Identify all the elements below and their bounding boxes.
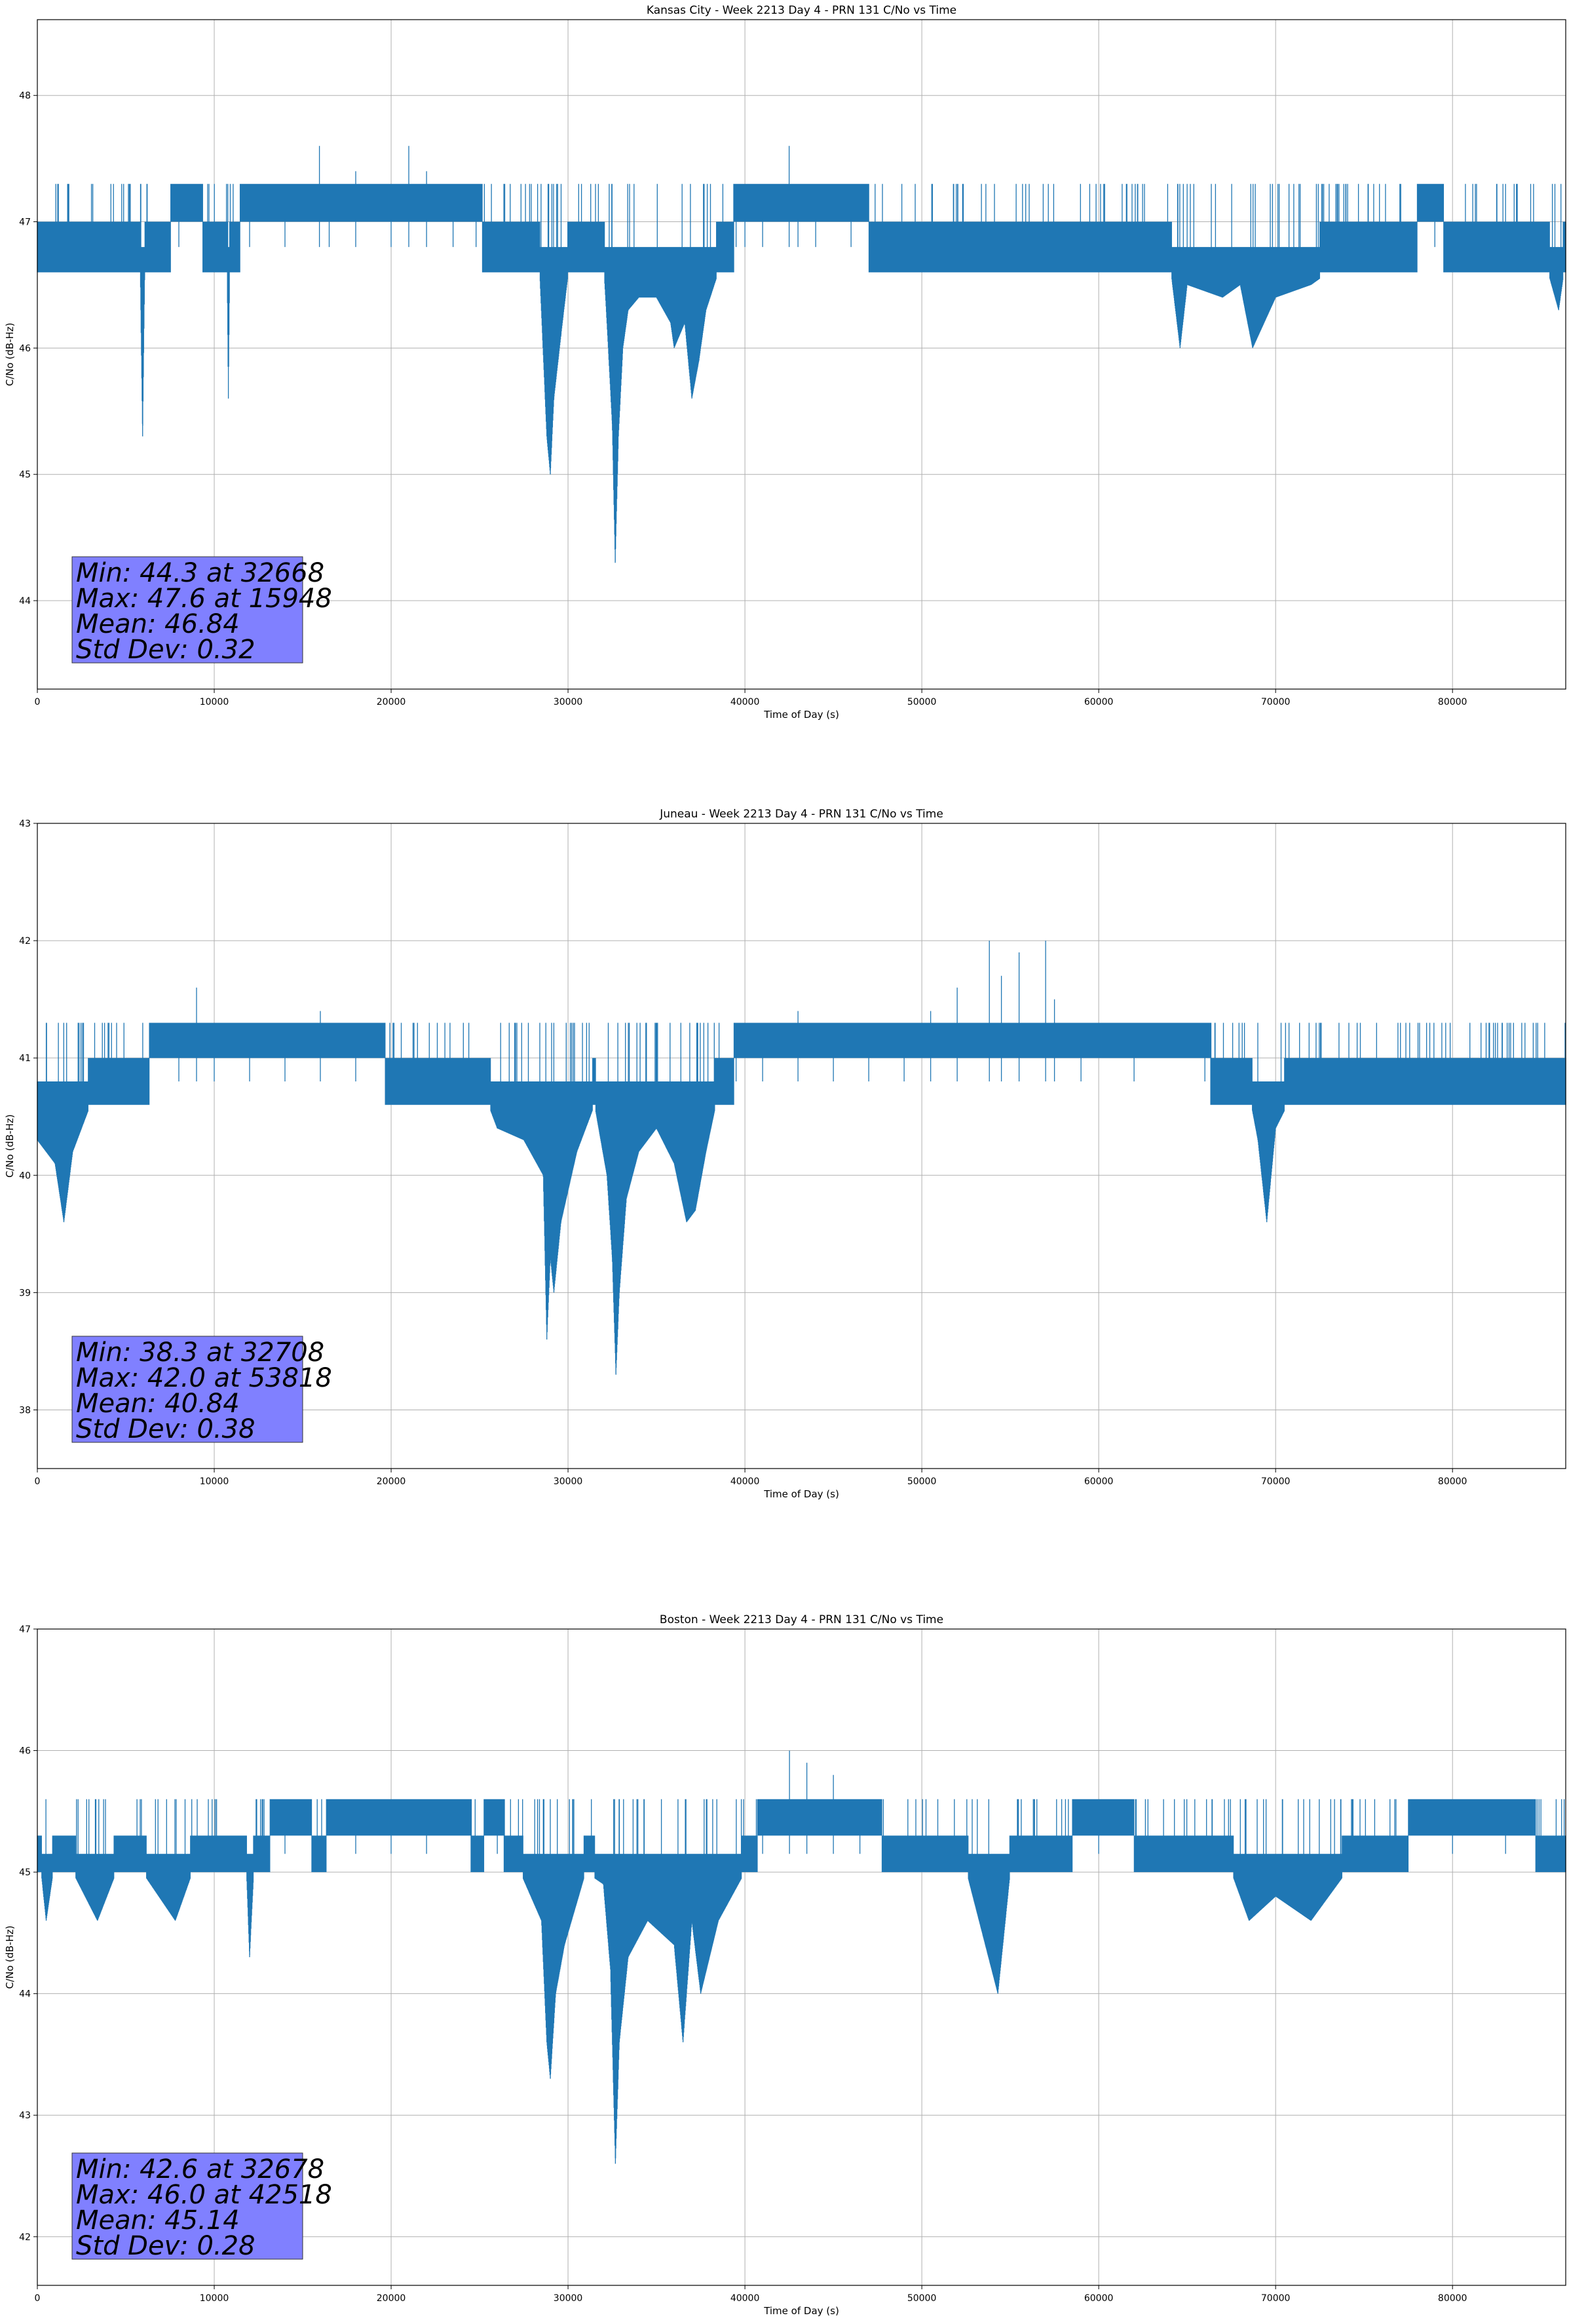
- plot-frame: [37, 823, 1566, 1469]
- x-axis-label: Time of Day (s): [763, 1488, 839, 1500]
- stats-line: Mean: 40.84: [76, 1389, 240, 1419]
- y-tick-label: 48: [19, 91, 31, 102]
- stats-line: Max: 47.6 at 15948: [76, 584, 332, 614]
- x-tick-label: 20000: [377, 2293, 406, 2304]
- cno-series-line: [37, 145, 1566, 563]
- x-axis-label: Time of Day (s): [763, 2305, 839, 2317]
- y-tick-label: 44: [19, 1989, 31, 2000]
- x-tick-label: 80000: [1438, 697, 1467, 707]
- x-tick-label: 30000: [554, 697, 583, 707]
- stats-line: Mean: 46.84: [76, 609, 240, 639]
- plot-frame: [37, 19, 1566, 690]
- x-tick-label: 30000: [554, 1476, 583, 1487]
- cno-series-line: [37, 941, 1566, 1375]
- x-tick-label: 10000: [200, 2293, 229, 2304]
- x-tick-label: 0: [35, 2293, 41, 2304]
- x-tick-label: 10000: [200, 1476, 229, 1487]
- x-tick-label: 60000: [1084, 697, 1114, 707]
- y-tick-label: 38: [19, 1405, 31, 1415]
- chart-title: Juneau - Week 2213 Day 4 - PRN 131 C/No …: [659, 808, 943, 821]
- stats-line: Max: 42.0 at 53818: [76, 1363, 332, 1393]
- stats-line: Min: 42.6 at 32678: [76, 2154, 324, 2184]
- cno-series-line: [37, 1750, 1566, 2164]
- y-tick-label: 42: [19, 936, 31, 946]
- y-tick-label: 46: [19, 1746, 31, 1757]
- x-tick-label: 80000: [1438, 1476, 1467, 1487]
- plot-frame: [37, 1628, 1566, 2286]
- y-tick-label: 45: [19, 1867, 31, 1878]
- x-tick-label: 70000: [1261, 697, 1291, 707]
- x-tick-label: 40000: [730, 697, 760, 707]
- x-tick-label: 0: [35, 1476, 41, 1487]
- stats-line: Std Dev: 0.38: [76, 1414, 255, 1444]
- stats-box: [71, 2152, 303, 2260]
- y-tick-label: 45: [19, 470, 31, 480]
- x-tick-label: 70000: [1261, 2293, 1291, 2304]
- y-axis-label: C/No (dB-Hz): [4, 1926, 16, 1989]
- stats-box: [71, 1336, 303, 1443]
- stats-line: Mean: 45.14: [76, 2205, 240, 2236]
- y-tick-label: 43: [19, 2110, 31, 2121]
- y-axis-label: C/No (dB-Hz): [4, 323, 16, 386]
- y-tick-label: 44: [19, 596, 31, 607]
- y-axis-label: C/No (dB-Hz): [4, 1114, 16, 1178]
- x-tick-label: 50000: [907, 697, 937, 707]
- x-tick-label: 70000: [1261, 1476, 1291, 1487]
- x-tick-label: 40000: [730, 2293, 760, 2304]
- stats-line: Std Dev: 0.32: [76, 635, 255, 665]
- x-tick-label: 20000: [377, 697, 406, 707]
- x-tick-label: 30000: [554, 2293, 583, 2304]
- y-tick-label: 46: [19, 343, 31, 354]
- stats-line: Std Dev: 0.28: [76, 2231, 255, 2261]
- y-tick-label: 47: [19, 217, 31, 228]
- stats-line: Max: 46.0 at 42518: [76, 2180, 332, 2210]
- stats-box: [71, 556, 303, 664]
- x-tick-label: 80000: [1438, 2293, 1467, 2304]
- x-tick-label: 40000: [730, 1476, 760, 1487]
- y-tick-label: 43: [19, 819, 31, 829]
- x-tick-label: 0: [35, 697, 41, 707]
- x-tick-label: 60000: [1084, 1476, 1114, 1487]
- x-tick-label: 50000: [907, 1476, 937, 1487]
- chart-title: Boston - Week 2213 Day 4 - PRN 131 C/No …: [660, 1613, 943, 1626]
- y-tick-label: 42: [19, 2232, 31, 2243]
- y-tick-label: 40: [19, 1171, 31, 1181]
- chart-juneau: Juneau - Week 2213 Day 4 - PRN 131 C/No …: [4, 808, 1566, 1500]
- y-tick-label: 41: [19, 1053, 31, 1064]
- stats-line: Min: 44.3 at 32668: [76, 558, 324, 588]
- x-tick-label: 10000: [200, 697, 229, 707]
- chart-kansas-city: Kansas City - Week 2213 Day 4 - PRN 131 …: [4, 4, 1566, 721]
- x-axis-label: Time of Day (s): [763, 709, 839, 721]
- y-tick-label: 39: [19, 1288, 31, 1298]
- x-tick-label: 50000: [907, 2293, 937, 2304]
- stats-line: Min: 38.3 at 32708: [76, 1338, 324, 1368]
- x-tick-label: 60000: [1084, 2293, 1114, 2304]
- x-tick-label: 20000: [377, 1476, 406, 1487]
- chart-title: Kansas City - Week 2213 Day 4 - PRN 131 …: [647, 4, 956, 17]
- chart-boston: Boston - Week 2213 Day 4 - PRN 131 C/No …: [4, 1613, 1566, 2317]
- y-tick-label: 47: [19, 1624, 31, 1635]
